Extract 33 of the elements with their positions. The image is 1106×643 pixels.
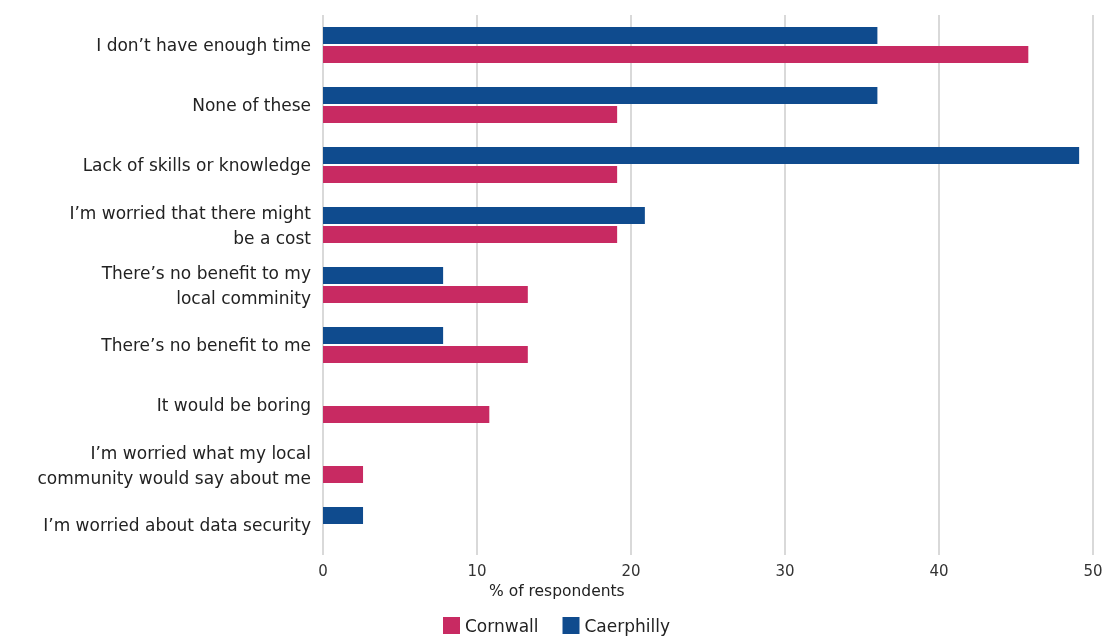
- bar: [323, 146, 1080, 164]
- bar: [323, 346, 528, 364]
- x-tick-label: 10: [467, 561, 487, 580]
- y-tick-label: None of these: [192, 95, 311, 115]
- legend-label: Caerphilly: [584, 615, 671, 636]
- y-tick-label: There’s no benefit to me: [100, 335, 311, 355]
- bar: [323, 266, 444, 284]
- y-tick-label: I’m worried that there might be a cost: [69, 202, 312, 248]
- bar: [323, 166, 618, 184]
- bar: [323, 326, 444, 344]
- x-tick-label: 30: [775, 561, 795, 580]
- legend-label: Cornwall: [465, 615, 539, 636]
- y-tick-label: I’m worried about data security: [43, 515, 311, 535]
- bar: [323, 286, 528, 304]
- x-axis-title: % of respondents: [489, 582, 625, 600]
- y-tick-label: Lack of skills or knowledge: [82, 155, 311, 175]
- x-tick-label: 20: [621, 561, 641, 580]
- x-tick-label: 40: [929, 561, 949, 580]
- bar: [323, 226, 618, 244]
- bar: [323, 46, 1029, 64]
- y-tick-label: I don’t have enough time: [96, 35, 311, 55]
- bar: [323, 406, 490, 424]
- y-tick-label: There’s no benefit to my local comminity: [100, 262, 311, 308]
- bar: [323, 206, 645, 224]
- bar: [323, 86, 878, 104]
- bar: [323, 106, 618, 124]
- y-tick-label: It would be boring: [156, 395, 311, 415]
- bar: [323, 506, 364, 524]
- bar: [323, 466, 364, 484]
- x-tick-label: 0: [318, 561, 328, 580]
- bar: [323, 26, 878, 44]
- y-tick-label: I’m worried what my local community would say about me: [37, 442, 311, 488]
- x-tick-label: 50: [1083, 561, 1103, 580]
